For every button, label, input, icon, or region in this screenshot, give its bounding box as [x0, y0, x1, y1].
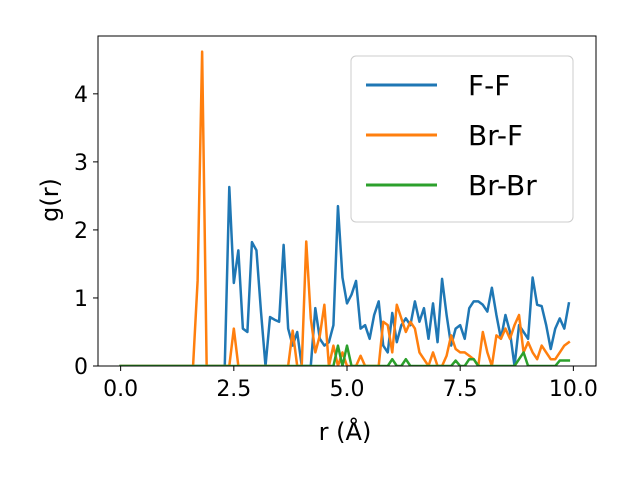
series-layer [119, 50, 571, 366]
x-tick-label: 0.0 [103, 377, 138, 402]
y-tick-label: 0 [74, 355, 88, 380]
series-line-f-f [119, 185, 571, 366]
y-tick-label: 4 [74, 83, 88, 108]
x-axis: 0.0 2.5 5.0 7.5 10.0 [103, 366, 598, 402]
y-axis-label: g(r) [36, 178, 64, 222]
x-tick-label: 10.0 [549, 377, 598, 402]
legend-label: Br-F [468, 119, 523, 152]
x-tick-label: 5.0 [330, 377, 365, 402]
y-tick-label: 3 [74, 151, 88, 176]
legend-label: F-F [468, 69, 510, 102]
series-line-br-br [119, 344, 571, 366]
legend-label: Br-Br [468, 169, 537, 202]
legend-box [350, 55, 574, 223]
x-tick-label: 7.5 [443, 377, 478, 402]
y-tick-label: 2 [74, 219, 88, 244]
x-tick-label: 2.5 [216, 377, 251, 402]
legend: F-F Br-F Br-Br [350, 55, 574, 223]
y-tick-label: 1 [74, 287, 88, 312]
x-axis-label: r (Å) [319, 417, 372, 446]
y-axis: 0 1 2 3 4 [74, 83, 98, 380]
